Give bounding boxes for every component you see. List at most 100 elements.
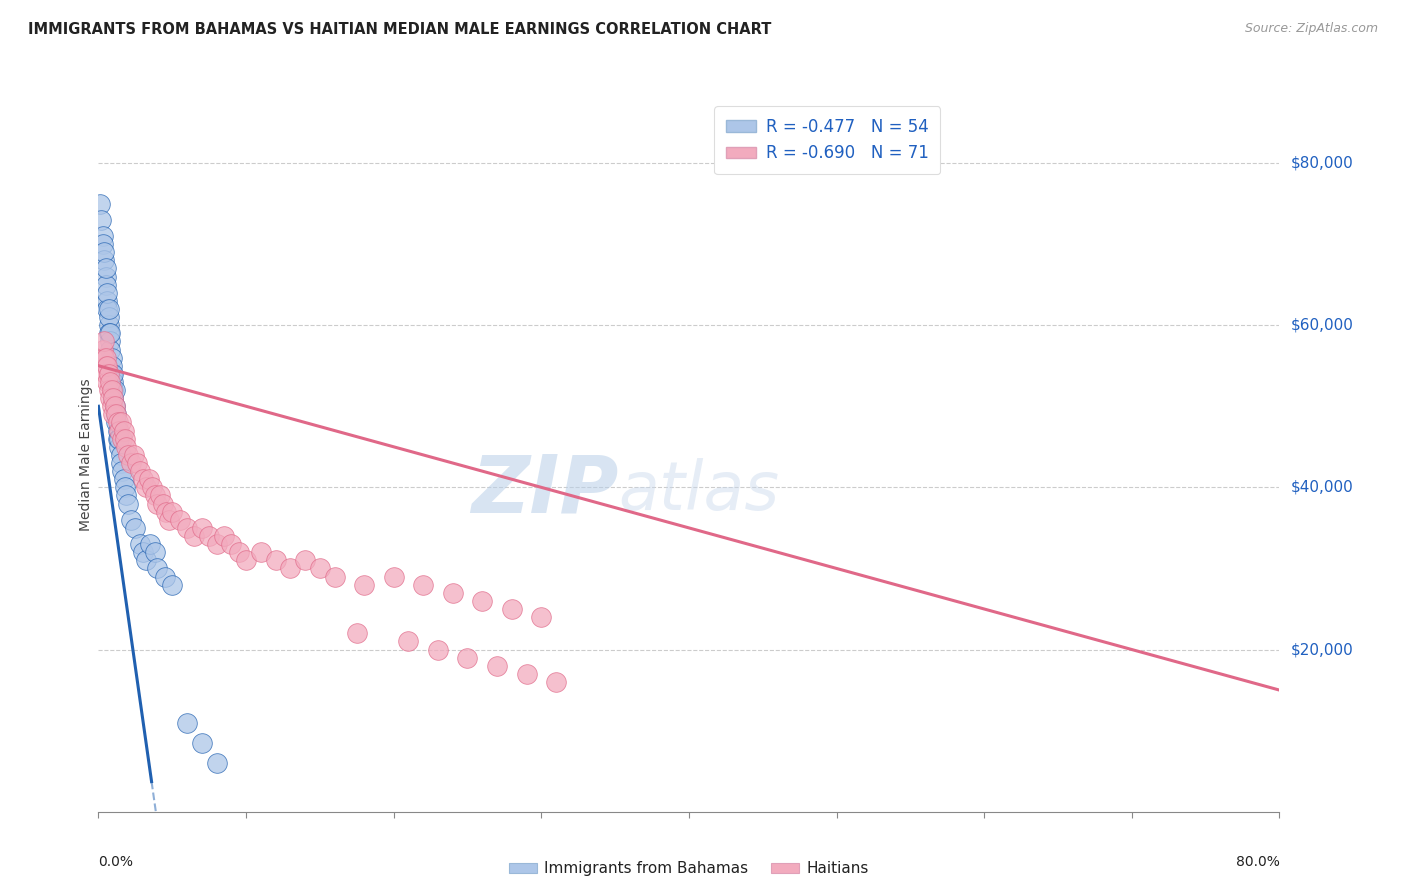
Point <box>103 367 125 381</box>
Point <box>132 545 155 559</box>
Point <box>107 424 129 438</box>
Point <box>97 301 120 316</box>
Point <box>97 326 120 341</box>
Point <box>157 513 180 527</box>
Point <box>108 440 131 454</box>
Point <box>97 318 120 333</box>
Point <box>486 658 509 673</box>
Point <box>309 561 332 575</box>
Point <box>183 529 205 543</box>
Point <box>93 351 115 365</box>
Point <box>114 432 136 446</box>
Point <box>94 359 117 373</box>
Point <box>96 375 118 389</box>
Point <box>94 261 117 276</box>
Point <box>105 408 128 422</box>
Text: 80.0%: 80.0% <box>1236 855 1279 869</box>
Text: $80,000: $80,000 <box>1291 155 1354 170</box>
Point <box>125 456 148 470</box>
Point <box>205 756 228 770</box>
Point <box>143 545 166 559</box>
Y-axis label: Median Male Earnings: Median Male Earnings <box>79 378 93 532</box>
Point <box>155 505 177 519</box>
Text: Source: ZipAtlas.com: Source: ZipAtlas.com <box>1244 22 1378 36</box>
Point <box>94 269 117 284</box>
Point <box>278 561 302 575</box>
Point <box>105 408 128 422</box>
Point <box>108 424 131 438</box>
Point <box>98 326 121 341</box>
Point <box>212 529 235 543</box>
Point <box>544 675 567 690</box>
Point <box>104 399 127 413</box>
Point <box>98 391 121 405</box>
Point <box>198 529 221 543</box>
Point <box>96 359 118 373</box>
Point <box>115 488 138 502</box>
Point <box>120 456 142 470</box>
Point <box>323 569 346 583</box>
Point <box>135 480 157 494</box>
Point <box>128 464 150 478</box>
Point <box>250 545 273 559</box>
Point <box>103 408 125 422</box>
Text: $60,000: $60,000 <box>1291 318 1354 333</box>
Point <box>456 650 478 665</box>
Point <box>138 472 160 486</box>
Point <box>176 715 198 730</box>
Point <box>427 642 450 657</box>
Point <box>149 488 172 502</box>
Point <box>93 334 115 349</box>
Point <box>471 594 494 608</box>
Point <box>100 351 122 365</box>
Point <box>97 310 120 324</box>
Point <box>103 391 125 405</box>
Point <box>98 375 121 389</box>
Point <box>353 577 375 591</box>
Point <box>141 480 163 494</box>
Point <box>112 472 135 486</box>
Point <box>108 432 131 446</box>
Point <box>90 212 112 227</box>
Point <box>264 553 287 567</box>
Point <box>128 537 150 551</box>
Point <box>91 229 114 244</box>
Point <box>162 577 183 591</box>
Point <box>530 610 553 624</box>
Point <box>98 334 121 349</box>
Point <box>346 626 368 640</box>
Point <box>103 383 125 397</box>
Text: 0.0%: 0.0% <box>98 855 134 869</box>
Point <box>110 456 132 470</box>
Point <box>104 383 127 397</box>
Point <box>124 521 146 535</box>
Point <box>94 351 117 365</box>
Legend: Immigrants from Bahamas, Haitians: Immigrants from Bahamas, Haitians <box>503 855 875 882</box>
Point <box>139 537 162 551</box>
Point <box>176 521 198 535</box>
Point <box>382 569 405 583</box>
Point <box>294 553 316 567</box>
Point <box>228 545 250 559</box>
Point <box>98 343 121 357</box>
Point <box>105 416 128 430</box>
Point <box>143 488 166 502</box>
Point <box>191 521 214 535</box>
Point <box>117 497 139 511</box>
Point <box>103 375 125 389</box>
Text: atlas: atlas <box>619 458 779 524</box>
Point <box>117 448 139 462</box>
Point <box>396 634 419 648</box>
Point <box>146 497 169 511</box>
Point <box>112 424 135 438</box>
Point <box>219 537 242 551</box>
Point <box>501 602 523 616</box>
Text: IMMIGRANTS FROM BAHAMAS VS HAITIAN MEDIAN MALE EARNINGS CORRELATION CHART: IMMIGRANTS FROM BAHAMAS VS HAITIAN MEDIA… <box>28 22 772 37</box>
Point <box>100 399 122 413</box>
Point <box>111 464 134 478</box>
Point <box>135 553 157 567</box>
Point <box>94 367 117 381</box>
Point <box>122 448 145 462</box>
Point <box>94 277 117 292</box>
Text: ZIP: ZIP <box>471 451 619 530</box>
